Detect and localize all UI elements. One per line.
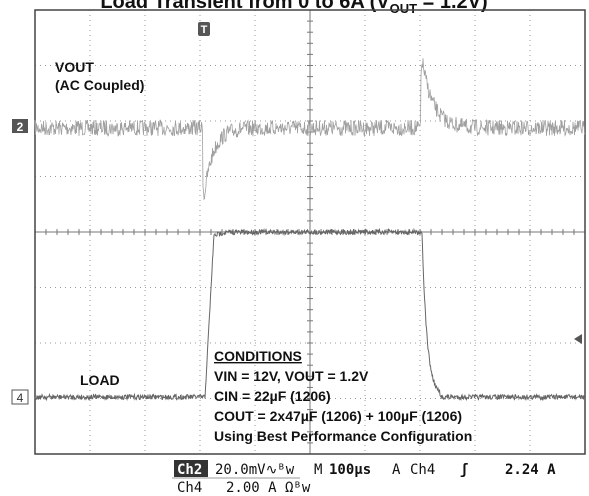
status-ch4: Ch4 [177,480,202,496]
status-a: A [392,462,401,478]
ch2-marker: 2 [17,120,24,134]
traces [34,58,586,402]
condition-line: VIN = 12V, VOUT = 1.2V [214,368,369,384]
status-timebase: 100µs [329,462,371,478]
vout-label: VOUT [55,59,94,75]
ch4-marker-box [11,389,29,405]
trigger-level-arrow [574,334,582,344]
status-trig-src: Ch4 [410,462,435,478]
status-trig-slope: ʃ [460,462,468,478]
screen-border [34,9,586,455]
vout-trace [34,58,586,201]
status-trig-level: 2.24 A [505,462,556,478]
trigger-marker: T [201,24,208,36]
condition-line: CIN = 22µF (1206) [214,388,331,404]
title-prefix: Load Transient from 0 to 6A (V [100,0,390,13]
condition-line: COUT = 2x47µF (1206) + 100µF (1206) [214,408,462,424]
conditions-heading: CONDITIONS [214,348,302,364]
status-ch2: Ch2 [177,462,202,478]
status-ch4-scale: 2.00 A Ωᴮw [226,480,311,496]
status-ch2-scale: 20.0mV∿ᴮw [215,462,295,478]
ch2-marker-box [12,119,28,133]
ch4-marker: 4 [17,391,24,405]
trigger-marker-box [198,22,210,36]
load-trace [34,227,586,402]
coupling-label: (AC Coupled) [55,77,144,93]
title-suffix: = 1.2V) [417,0,488,13]
condition-line: Using Best Performance Configuration [214,428,472,444]
load-label: LOAD [80,372,120,388]
status-m: M [314,462,322,478]
title-subscript: OUT [390,1,418,16]
ch2-badge [174,460,208,477]
